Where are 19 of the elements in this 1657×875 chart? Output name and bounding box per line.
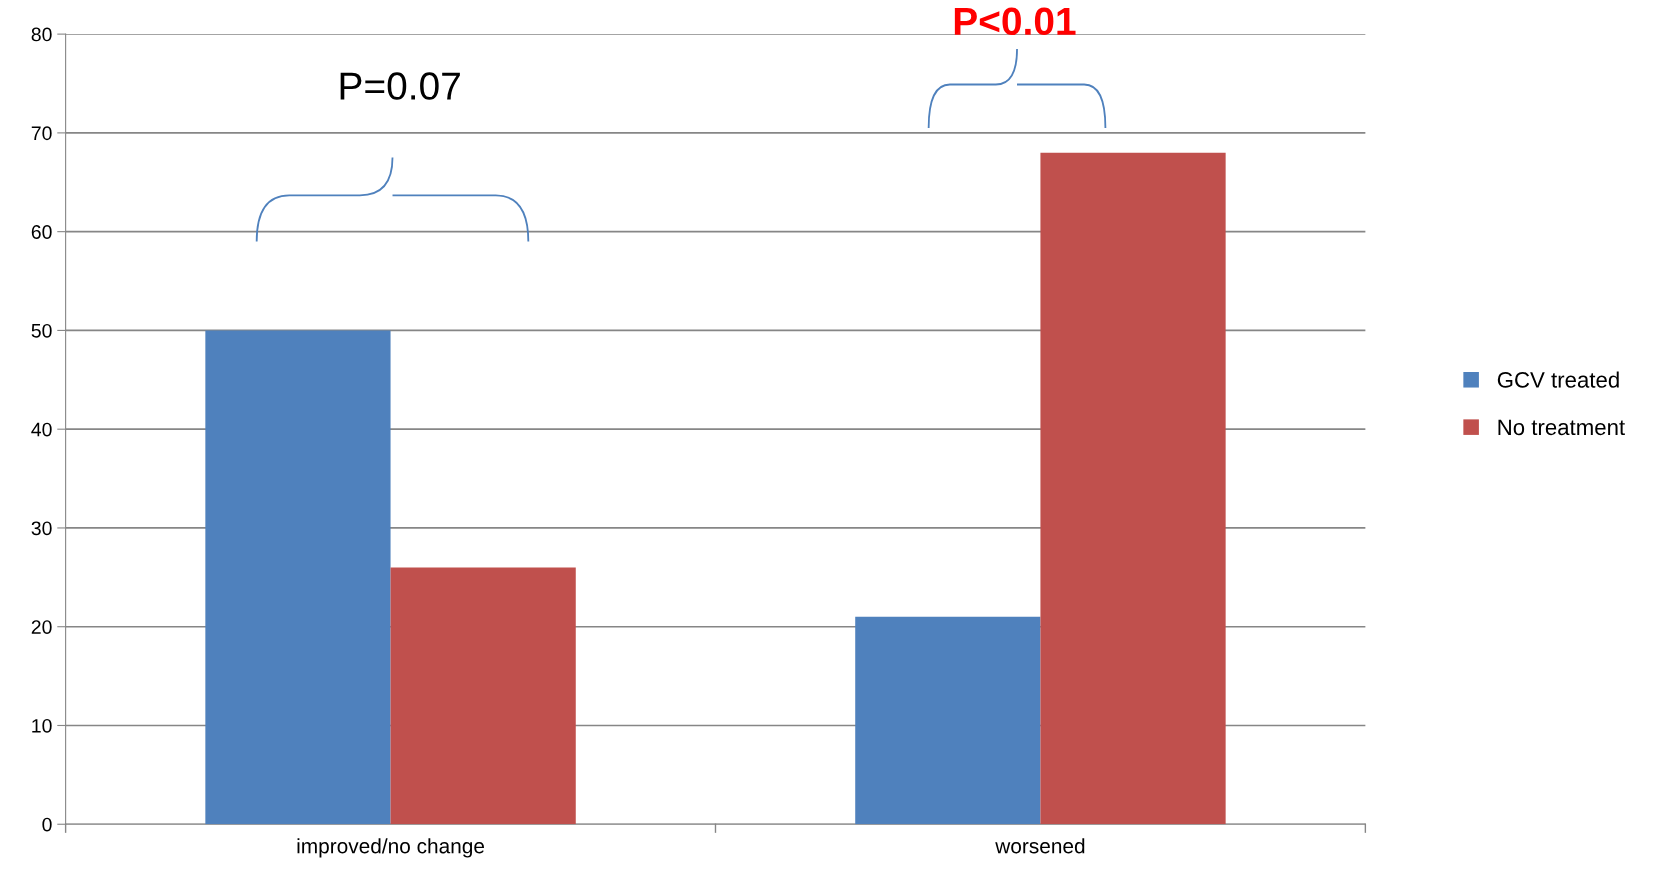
bar bbox=[205, 330, 391, 825]
y-tick-label: 70 bbox=[31, 126, 52, 141]
legend-label: GCV treated bbox=[1497, 371, 1619, 388]
bar bbox=[390, 567, 576, 825]
y-tick-label: 20 bbox=[31, 620, 52, 634]
y-tick-label: 60 bbox=[31, 225, 52, 239]
y-tick-label: 10 bbox=[32, 718, 52, 733]
annotation: P<0.01 bbox=[954, 7, 1076, 36]
y-tick-label: 80 bbox=[31, 27, 52, 42]
annotation: P=0.07 bbox=[340, 72, 460, 100]
y-tick-label: 30 bbox=[31, 521, 52, 536]
x-tick-label: worsened bbox=[995, 838, 1085, 854]
y-tick-label: 0 bbox=[42, 817, 52, 832]
y-tick-label: 40 bbox=[31, 422, 52, 437]
bar bbox=[855, 616, 1041, 825]
x-tick-label: improved/no change bbox=[297, 838, 485, 858]
legend-label: No treatment bbox=[1498, 419, 1625, 436]
y-tick-label: 50 bbox=[31, 323, 52, 338]
bar bbox=[1040, 152, 1226, 825]
